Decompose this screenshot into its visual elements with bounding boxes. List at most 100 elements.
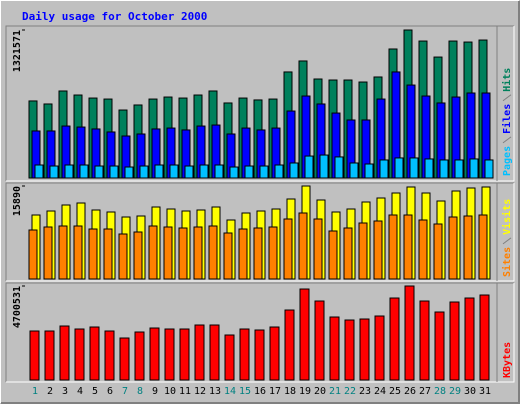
bar [59,325,70,381]
bar [284,309,295,381]
bar [373,220,383,280]
bar [388,214,398,280]
bar [104,330,115,381]
bar [404,285,415,381]
legend-label: Hits [501,68,513,92]
bar [374,315,385,381]
x-tick-label: 3 [62,386,68,397]
bar [29,330,40,381]
bar [239,328,250,381]
x-tick-label: 22 [344,386,356,397]
bar [49,165,59,179]
x-tick-label: 13 [209,386,221,397]
bar [124,166,134,179]
y-tick-label: 15890 [12,186,23,216]
y-tick-label: 1321571 [12,30,23,72]
bar [313,218,323,280]
bar [79,164,89,179]
bar [448,216,458,280]
x-tick-label: 28 [434,386,446,397]
bar [314,300,325,381]
bar [379,159,389,179]
bar [134,331,145,381]
bar [299,288,310,381]
bar [418,219,428,280]
bar [208,225,218,280]
legend-label: Sites [501,247,513,277]
x-tick-label: 9 [152,386,158,397]
bar [419,300,430,381]
bar [439,159,449,179]
bar [469,158,479,179]
bar [463,215,473,280]
bar [163,226,173,280]
panel-edge-dark [5,25,514,181]
bar [304,155,314,179]
bar [103,228,113,280]
bar [238,228,248,280]
bar [58,225,68,280]
legend-label: KBytes [502,342,513,378]
bar [253,227,263,280]
bar [193,226,203,280]
bar [334,156,344,179]
x-tick-label: 16 [254,386,266,397]
bar [359,318,370,381]
bar [44,330,55,381]
bar [403,214,413,280]
x-tick-label: 14 [224,386,236,397]
bar [434,311,445,381]
bar [364,163,374,179]
bar [389,297,400,381]
x-tick-label: 10 [164,386,176,397]
bar [199,164,209,179]
bar [154,164,164,179]
x-tick-label: 21 [329,386,341,397]
bar [224,334,235,381]
panel-edge-light [6,183,515,282]
bar [394,157,404,179]
bar [478,214,488,280]
bar [433,223,443,280]
chart-title: Daily usage for October 2000 [22,10,207,23]
bar [424,158,434,179]
legend-separator [502,136,512,144]
legend-separator [502,237,512,245]
x-tick-label: 15 [239,386,251,397]
bar [479,294,490,381]
bar [349,162,359,179]
bar [464,297,475,381]
bar [179,328,190,381]
bar [119,337,130,381]
x-tick-label: 18 [284,386,296,397]
bar [94,165,104,179]
legend-label: Pages [502,146,513,176]
x-tick-label: 27 [419,386,431,397]
bar [139,165,149,179]
x-tick-label: 17 [269,386,281,397]
legend-label: Visits [501,199,513,235]
bar [133,231,143,280]
x-tick-label: 11 [179,386,191,397]
panel-edge-dark [5,282,514,382]
x-tick-label: 24 [374,386,386,397]
x-tick-label: 7 [122,386,128,397]
bar [454,159,464,179]
x-tick-label: 25 [389,386,401,397]
bar [283,218,293,280]
bar [74,328,85,381]
bar [88,228,98,280]
bar [329,316,340,381]
bar [484,159,494,179]
bar [169,164,179,179]
y-tick-label: 4700531 [12,286,23,328]
bar [254,329,265,381]
x-tick-label: 20 [314,386,326,397]
bar [298,212,308,280]
bar [259,165,269,179]
bar [449,301,460,381]
bar [73,225,83,280]
bar [43,226,53,280]
